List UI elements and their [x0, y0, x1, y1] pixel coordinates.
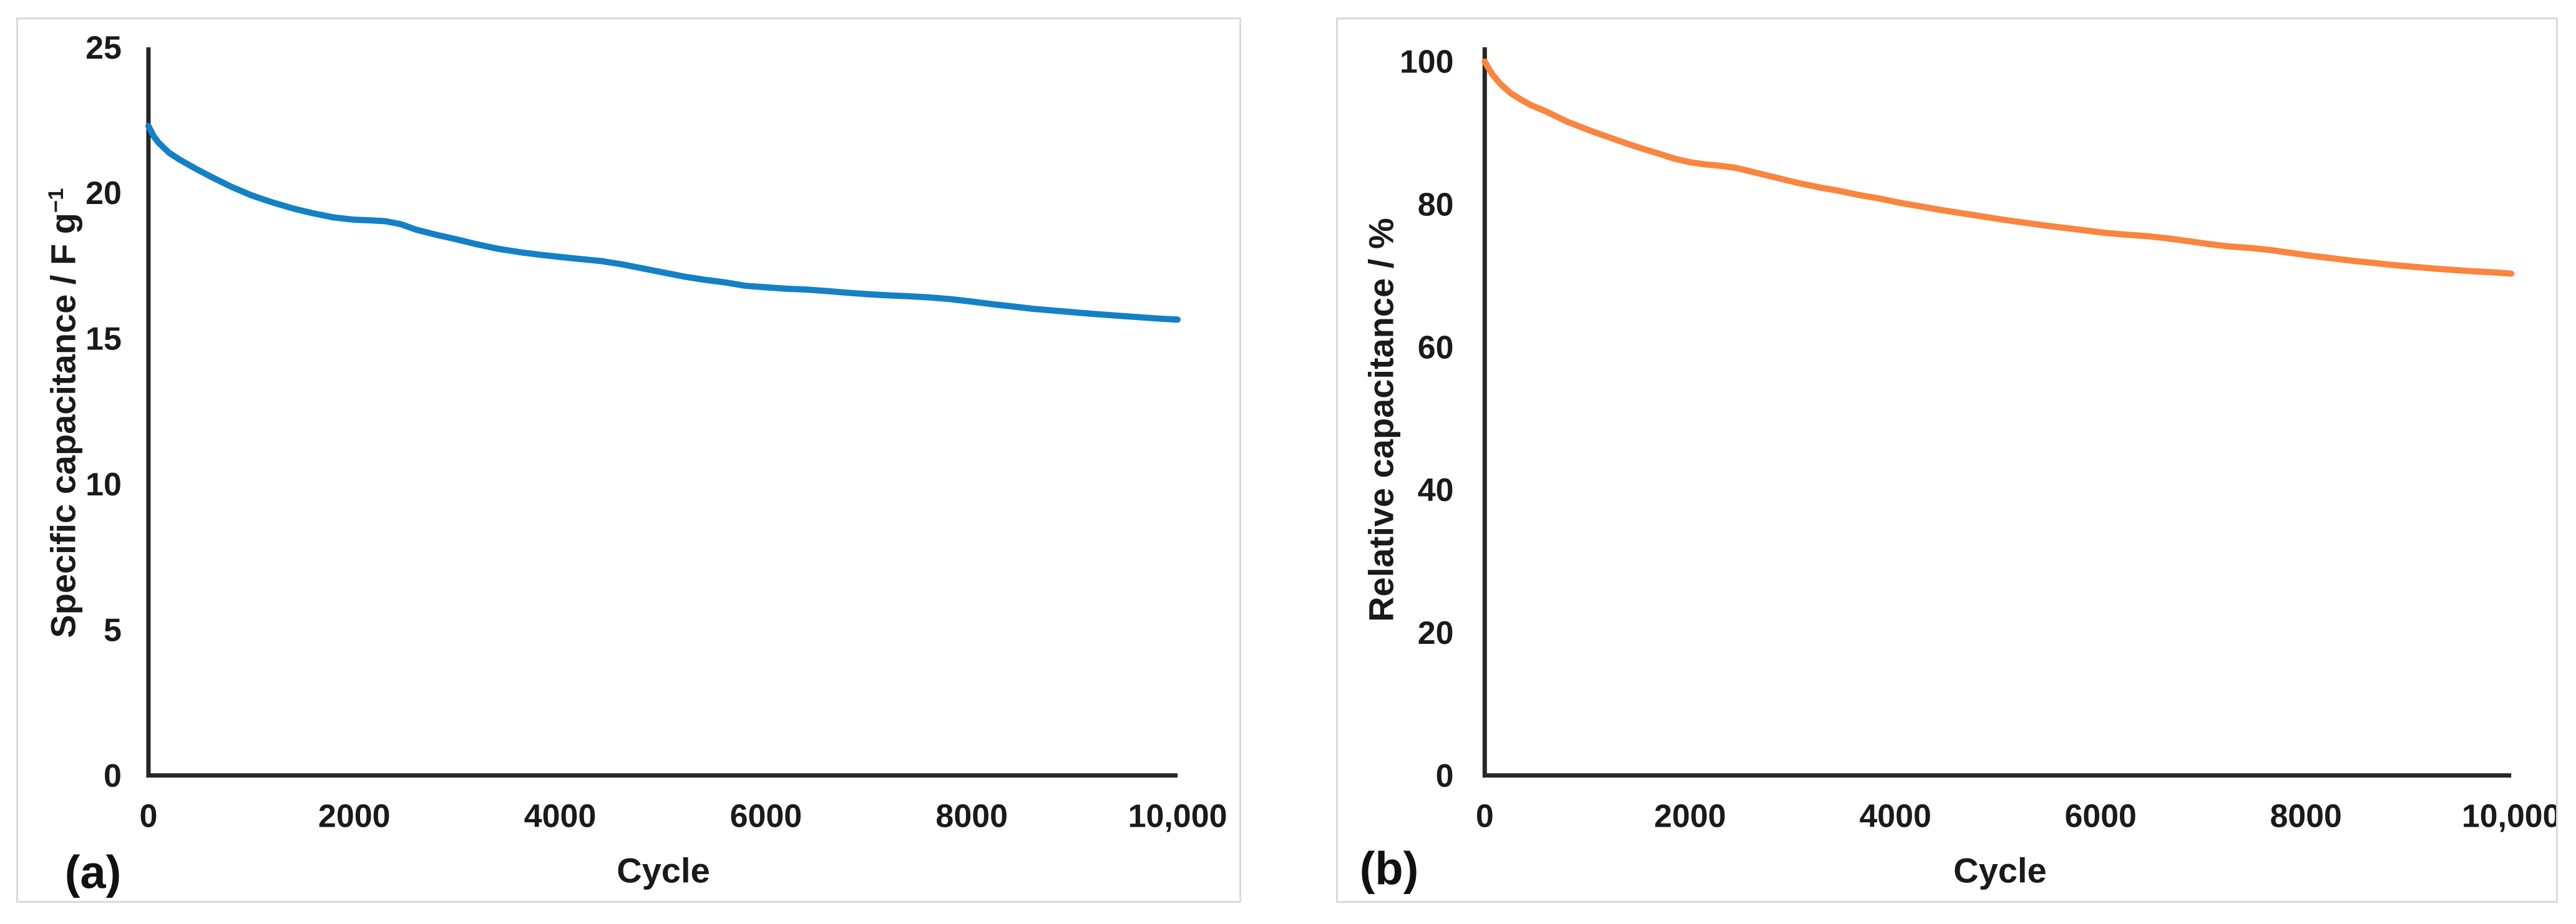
y-tick-label: 80	[1418, 187, 1454, 223]
x-axis-title-b: Cycle	[1953, 850, 2047, 890]
x-tick-label: 2000	[318, 798, 391, 834]
y-tick-label: 0	[1436, 757, 1454, 794]
x-tick-label: 10,000	[2462, 798, 2556, 834]
y-tick-label: 60	[1418, 329, 1454, 365]
x-tick-label: 10,000	[1128, 798, 1227, 834]
y-axis-title-a-superscript: −1	[44, 188, 68, 213]
chart-panel-b: 0 20 40 60 80 100 0 2000 4000 6000 8000 10,000 Rela…	[1336, 17, 2558, 903]
y-tick-label: 25	[85, 29, 122, 66]
y-tick-label: 10	[85, 466, 122, 502]
x-tick-label: 8000	[2270, 798, 2342, 834]
panel-label-b: (b)	[1359, 842, 1419, 895]
y-tick-label: 20	[1418, 615, 1454, 651]
y-tick-label: 40	[1418, 472, 1454, 508]
y-tick-label: 5	[104, 611, 122, 648]
x-axis-title-a: Cycle	[617, 850, 710, 890]
y-tick-label: 100	[1400, 44, 1453, 80]
y-axis-title-a-text: Specific capacitance / F g	[43, 212, 83, 638]
x-tick-label: 6000	[2065, 798, 2137, 834]
y-tick-label: 15	[85, 321, 122, 357]
y-axis-title-b-text: Relative capacitance / %	[1361, 218, 1401, 622]
y-axis-title-b: Relative capacitance / %	[1361, 218, 1402, 621]
axis-lines	[146, 47, 1178, 778]
y-tick-label: 20	[85, 175, 122, 211]
chart-a-plot-area: 0 5 10 15 20 25 0 2000 4000 6000 8000 10,000	[85, 29, 1227, 834]
panel-label-a: (a)	[64, 846, 122, 898]
x-tick-label: 4000	[524, 798, 597, 834]
y-axis-title-a: Specific capacitance / F g−1	[43, 188, 84, 638]
axis-lines	[1482, 47, 2512, 778]
x-tick-label: 8000	[935, 798, 1008, 834]
x-tick-label: 2000	[1654, 798, 1726, 834]
x-tick-label: 6000	[730, 798, 803, 834]
x-tick-label: 0	[139, 798, 157, 834]
x-tick-label: 0	[1476, 798, 1494, 834]
x-tick-label: 4000	[1860, 798, 1931, 834]
series-line-relative-capacitance	[1481, 58, 2515, 277]
y-tick-label: 0	[104, 757, 122, 794]
chart-panel-a: 0 5 10 15 20 25 0 2000 4000 6000 8000 10,000 Specif…	[16, 17, 1241, 903]
series-line-specific-capacitance	[145, 122, 1181, 323]
chart-b-plot-area: 0 20 40 60 80 100 0 2000 4000 6000 8000 10,000	[1400, 44, 2556, 834]
